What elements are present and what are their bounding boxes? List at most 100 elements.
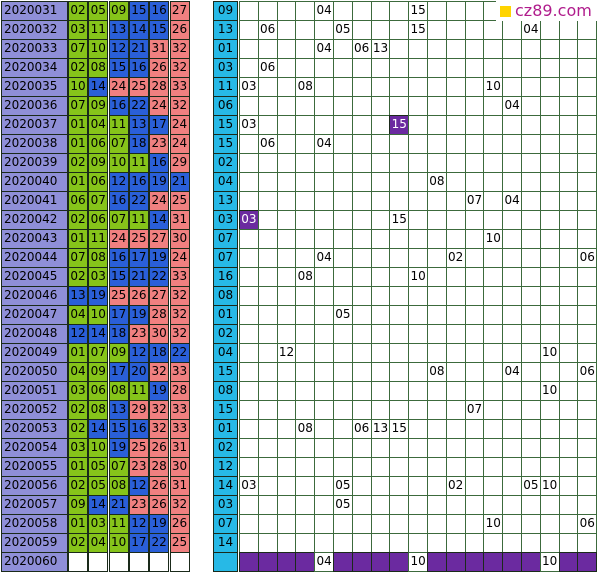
missing-value-cell	[389, 77, 410, 97]
missing-value-cell	[521, 324, 541, 344]
main-number-cell: 24	[169, 115, 190, 135]
missing-value-cell	[239, 96, 259, 116]
missing-value-cell	[558, 514, 579, 534]
missing-value-cell	[408, 457, 428, 477]
missing-value-cell	[502, 267, 522, 287]
missing-value-cell	[370, 286, 391, 306]
missing-value-cell	[502, 153, 522, 173]
missing-value-cell	[389, 305, 410, 325]
missing-value-cell	[351, 533, 372, 553]
missing-value-cell	[351, 514, 372, 534]
main-number-cell: 21	[128, 267, 149, 287]
missing-value-cell	[351, 438, 372, 458]
missing-value-cell	[427, 210, 447, 230]
missing-value-cell: 06	[577, 248, 598, 268]
main-number-cell: 31	[169, 210, 190, 230]
main-number-cell: 04	[88, 533, 109, 553]
main-number-cell: 19	[88, 286, 109, 306]
main-number-cell: 18	[128, 134, 149, 154]
missing-value-cell	[351, 362, 372, 382]
missing-value-cell	[389, 248, 410, 268]
missing-value-cell	[351, 229, 372, 249]
period-cell: 2020034	[1, 58, 68, 78]
main-number-cell: 24	[169, 248, 190, 268]
main-number-cell: 16	[108, 248, 129, 268]
main-number-cell: 24	[108, 229, 129, 249]
missing-value-cell	[276, 381, 297, 401]
missing-value-cell	[577, 134, 598, 154]
main-number-cell: 17	[149, 115, 170, 135]
missing-value-cell	[408, 210, 428, 230]
main-number-cell: 07	[88, 191, 109, 211]
missing-value-cell	[502, 343, 522, 363]
missing-value-cell	[239, 533, 259, 553]
main-number-cell: 16	[149, 153, 170, 173]
missing-value-cell: 06	[257, 134, 278, 154]
missing-value-cell	[257, 457, 278, 477]
missing-value-cell	[521, 381, 541, 401]
missing-value-cell	[427, 514, 447, 534]
missing-value-cell	[427, 495, 447, 515]
main-number-cell: 06	[88, 210, 109, 230]
main-number-cell: 09	[68, 495, 88, 515]
missing-value-cell	[370, 343, 391, 363]
missing-value-cell	[445, 267, 466, 287]
missing-value-cell	[295, 324, 316, 344]
missing-value-cell	[445, 457, 466, 477]
missing-value-cell	[464, 248, 485, 268]
missing-value-cell	[389, 324, 410, 344]
missing-value-cell	[445, 438, 466, 458]
missing-value-cell	[257, 552, 278, 572]
missing-value-cell	[295, 115, 316, 135]
missing-value-cell	[445, 96, 466, 116]
special-number-cell: 06	[213, 96, 238, 116]
missing-value-cell	[577, 552, 598, 572]
main-number-cell: 03	[68, 20, 88, 40]
missing-value-cell	[502, 20, 522, 40]
missing-value-cell: 03	[239, 115, 259, 135]
missing-value-cell	[408, 324, 428, 344]
missing-value-cell	[333, 324, 353, 344]
missing-value-cell	[558, 229, 579, 249]
missing-value-cell	[370, 514, 391, 534]
main-number-cell: 22	[169, 343, 190, 363]
missing-value-cell	[314, 495, 334, 515]
missing-value-cell	[577, 191, 598, 211]
missing-value-cell	[558, 457, 579, 477]
special-number-cell: 03	[213, 495, 238, 515]
missing-value-cell	[239, 343, 259, 363]
missing-value-cell	[539, 115, 560, 135]
missing-value-cell	[558, 153, 579, 173]
missing-value-cell	[295, 229, 316, 249]
missing-value-cell	[351, 153, 372, 173]
missing-value-cell	[333, 362, 353, 382]
missing-value-cell	[577, 115, 598, 135]
special-number-cell: 07	[213, 514, 238, 534]
missing-value-cell	[483, 248, 504, 268]
main-number-cell: 01	[68, 115, 88, 135]
missing-value-cell	[239, 248, 259, 268]
missing-value-cell	[239, 552, 259, 572]
missing-value-cell	[239, 381, 259, 401]
missing-value-cell	[427, 305, 447, 325]
missing-value-cell	[427, 39, 447, 59]
missing-value-cell	[464, 134, 485, 154]
main-number-cell: 09	[88, 96, 109, 116]
period-cell: 2020052	[1, 400, 68, 420]
missing-value-cell: 07	[464, 191, 485, 211]
missing-value-cell	[464, 20, 485, 40]
main-number-cell: 32	[169, 58, 190, 78]
missing-value-cell	[577, 381, 598, 401]
main-number-cell: 15	[108, 58, 129, 78]
missing-value-cell	[314, 381, 334, 401]
missing-value-cell	[502, 533, 522, 553]
main-number-cell: 28	[149, 77, 170, 97]
missing-value-cell	[483, 134, 504, 154]
missing-value-cell: 06	[257, 20, 278, 40]
special-number-cell: 03	[213, 58, 238, 78]
missing-value-cell	[370, 248, 391, 268]
missing-value-cell: 04	[314, 248, 334, 268]
missing-value-cell: 06	[351, 39, 372, 59]
missing-value-cell	[239, 324, 259, 344]
